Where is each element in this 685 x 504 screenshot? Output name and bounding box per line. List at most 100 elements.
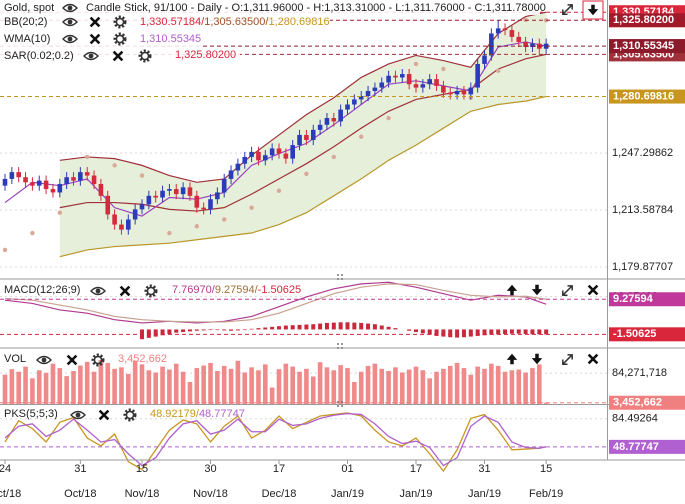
volume-bar bbox=[434, 371, 439, 404]
candle-body bbox=[221, 178, 227, 193]
candle-body bbox=[297, 134, 302, 146]
histogram-bar bbox=[523, 329, 528, 334]
volume-bar bbox=[221, 365, 227, 404]
histogram-bar bbox=[441, 329, 446, 337]
volume-bar bbox=[530, 368, 535, 404]
candle-body bbox=[269, 148, 275, 156]
histogram-bar bbox=[160, 329, 165, 336]
x-tick-day: 01 bbox=[341, 463, 353, 475]
indicator-name: WMA(10) bbox=[4, 33, 50, 45]
legend-value: 1,310.55345 bbox=[140, 33, 201, 45]
histogram-bar bbox=[448, 329, 453, 338]
candle-body bbox=[489, 33, 494, 56]
legend-value: 48.77747 bbox=[199, 408, 245, 420]
candle-body bbox=[413, 84, 419, 88]
candle-body bbox=[139, 204, 145, 210]
volume-bar bbox=[358, 371, 364, 404]
candle-body bbox=[78, 172, 83, 181]
volume-bar bbox=[256, 370, 261, 404]
volume-bar bbox=[50, 363, 56, 404]
legend-bg bbox=[0, 48, 240, 64]
histogram-bar bbox=[290, 325, 295, 330]
drag-handle[interactable] bbox=[337, 274, 343, 407]
value-tag-label: 1,325.80200 bbox=[613, 14, 674, 26]
value-tag bbox=[609, 395, 685, 410]
chart-title: Gold, spot bbox=[4, 2, 54, 14]
volume-bar bbox=[447, 365, 453, 404]
candle-body bbox=[386, 75, 391, 83]
volume-bar bbox=[132, 360, 138, 404]
x-tick-month: Jan/19 bbox=[468, 488, 501, 500]
candle-body bbox=[235, 163, 241, 171]
volume-bar bbox=[153, 372, 158, 404]
oscillator-line bbox=[4, 412, 547, 473]
volume-bar bbox=[36, 370, 42, 404]
candle-body bbox=[84, 172, 90, 176]
volume-bar bbox=[468, 374, 474, 404]
oscillator-line bbox=[4, 412, 547, 467]
band-line bbox=[59, 11, 547, 183]
volume-bar bbox=[173, 363, 179, 404]
legend-value: 48.92179/ bbox=[150, 408, 200, 420]
volume-bar bbox=[372, 363, 378, 404]
legend-value: 9.27594/ bbox=[215, 284, 259, 296]
histogram-bar bbox=[153, 329, 158, 337]
candle-body bbox=[153, 195, 158, 198]
candle-body bbox=[132, 209, 138, 220]
candle-body bbox=[263, 155, 268, 161]
value-tag bbox=[609, 39, 685, 54]
x-tick-month: Oct/18 bbox=[64, 488, 96, 500]
histogram-bar bbox=[468, 329, 473, 337]
candle-body bbox=[454, 90, 460, 95]
candle-body bbox=[372, 87, 378, 91]
candle-body bbox=[146, 195, 152, 205]
histogram-bar bbox=[414, 329, 418, 333]
histogram-bar bbox=[277, 326, 281, 330]
value-tag bbox=[609, 89, 685, 104]
volume-bar bbox=[400, 372, 405, 404]
sar-dot bbox=[441, 66, 446, 72]
candle-body bbox=[23, 177, 28, 183]
panel-title: VOL bbox=[4, 353, 26, 365]
sar-dot bbox=[85, 154, 90, 160]
histogram-bar bbox=[263, 327, 268, 330]
candle-body bbox=[256, 151, 261, 161]
x-tick-day: 15 bbox=[136, 463, 148, 475]
histogram-bar bbox=[201, 329, 206, 331]
candle-body bbox=[331, 118, 337, 122]
x-tick-month: Oct/18 bbox=[0, 488, 21, 500]
legend-bg bbox=[0, 1, 540, 15]
volume-bar bbox=[91, 371, 97, 404]
volume-bar bbox=[105, 362, 111, 404]
histogram-bar bbox=[544, 329, 549, 335]
volume-bar bbox=[352, 382, 357, 404]
volume-bar bbox=[420, 370, 426, 404]
candle-body bbox=[516, 36, 522, 42]
legend-value: 7.76970/ bbox=[172, 284, 216, 296]
volume-bar bbox=[454, 362, 460, 404]
histogram-bar bbox=[249, 328, 254, 330]
volume-bar bbox=[345, 368, 350, 404]
plot-area bbox=[0, 11, 607, 473]
volume-bar bbox=[324, 367, 330, 404]
chart-subtitle: Candle Stick, 91/100 - Daily - O:1,311.9… bbox=[86, 2, 546, 14]
candle-body bbox=[276, 148, 282, 154]
volume-bar bbox=[482, 368, 487, 404]
volume-bar bbox=[2, 374, 8, 404]
volume-bar bbox=[413, 366, 419, 404]
histogram-bar bbox=[324, 322, 329, 330]
volume-bar bbox=[502, 371, 508, 404]
volume-bar bbox=[126, 373, 131, 404]
candle-body bbox=[324, 118, 330, 125]
panel-title: MACD(12;26;9) bbox=[4, 284, 80, 296]
candle-body bbox=[228, 170, 234, 179]
volume-bar bbox=[78, 365, 83, 404]
y-tick-label: 1,179.87707 bbox=[612, 261, 673, 273]
candle-body bbox=[160, 190, 165, 198]
legend-bg bbox=[0, 15, 330, 30]
histogram-bar bbox=[194, 329, 199, 331]
histogram-bar bbox=[256, 328, 261, 330]
histogram-bar bbox=[420, 329, 425, 334]
